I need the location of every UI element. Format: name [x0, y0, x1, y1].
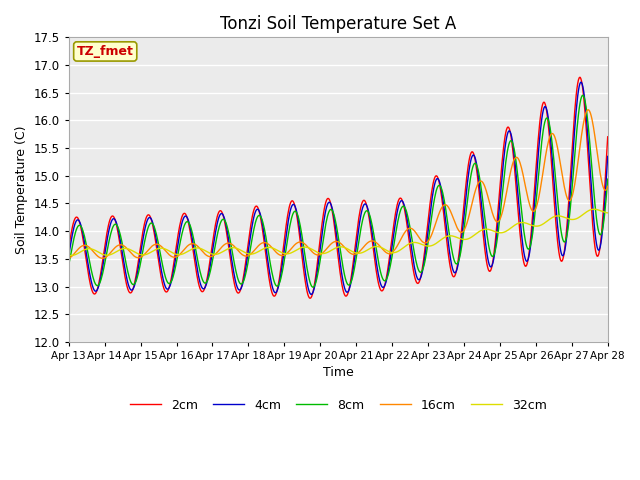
16cm [584, 107, 592, 113]
4cm [130, 284, 138, 290]
Line: 2cm: 2cm [68, 77, 608, 298]
Title: Tonzi Soil Temperature Set A: Tonzi Soil Temperature Set A [220, 15, 456, 33]
Legend: 2cm, 4cm, 8cm, 16cm, 32cm: 2cm, 4cm, 8cm, 16cm, 32cm [125, 394, 552, 417]
2cm [213, 214, 221, 220]
2cm [420, 253, 428, 259]
2cm [404, 231, 412, 237]
Line: 4cm: 4cm [68, 82, 608, 294]
32cm [67, 252, 75, 258]
16cm [419, 240, 427, 245]
8cm [213, 233, 221, 239]
16cm [404, 227, 412, 232]
4cm [65, 253, 72, 259]
4cm [213, 221, 221, 227]
32cm [186, 248, 193, 253]
8cm [579, 93, 587, 98]
4cm [577, 79, 584, 85]
8cm [604, 176, 612, 182]
32cm [590, 206, 598, 212]
32cm [76, 250, 83, 255]
2cm [307, 295, 314, 301]
2cm [185, 221, 193, 227]
32cm [604, 210, 612, 216]
16cm [213, 250, 221, 255]
Text: TZ_fmet: TZ_fmet [77, 45, 134, 58]
32cm [131, 249, 138, 255]
2cm [576, 74, 584, 80]
32cm [420, 242, 428, 248]
Y-axis label: Soil Temperature (C): Soil Temperature (C) [15, 125, 28, 254]
Line: 8cm: 8cm [68, 96, 608, 287]
32cm [214, 251, 221, 257]
2cm [65, 245, 72, 251]
8cm [404, 216, 412, 222]
8cm [185, 219, 193, 225]
32cm [65, 252, 72, 258]
8cm [75, 223, 83, 228]
8cm [65, 262, 72, 268]
16cm [75, 246, 83, 252]
16cm [65, 255, 72, 261]
16cm [604, 183, 612, 189]
16cm [130, 253, 138, 259]
4cm [75, 217, 83, 223]
32cm [404, 241, 412, 247]
8cm [130, 281, 138, 287]
8cm [420, 263, 428, 268]
8cm [309, 284, 317, 290]
4cm [604, 154, 612, 159]
4cm [185, 218, 193, 224]
4cm [420, 260, 428, 265]
2cm [130, 283, 138, 289]
X-axis label: Time: Time [323, 367, 353, 380]
Line: 16cm: 16cm [68, 110, 608, 258]
4cm [308, 291, 316, 297]
2cm [604, 134, 612, 140]
4cm [404, 223, 412, 229]
16cm [185, 242, 193, 248]
2cm [75, 216, 83, 222]
Line: 32cm: 32cm [68, 209, 608, 255]
